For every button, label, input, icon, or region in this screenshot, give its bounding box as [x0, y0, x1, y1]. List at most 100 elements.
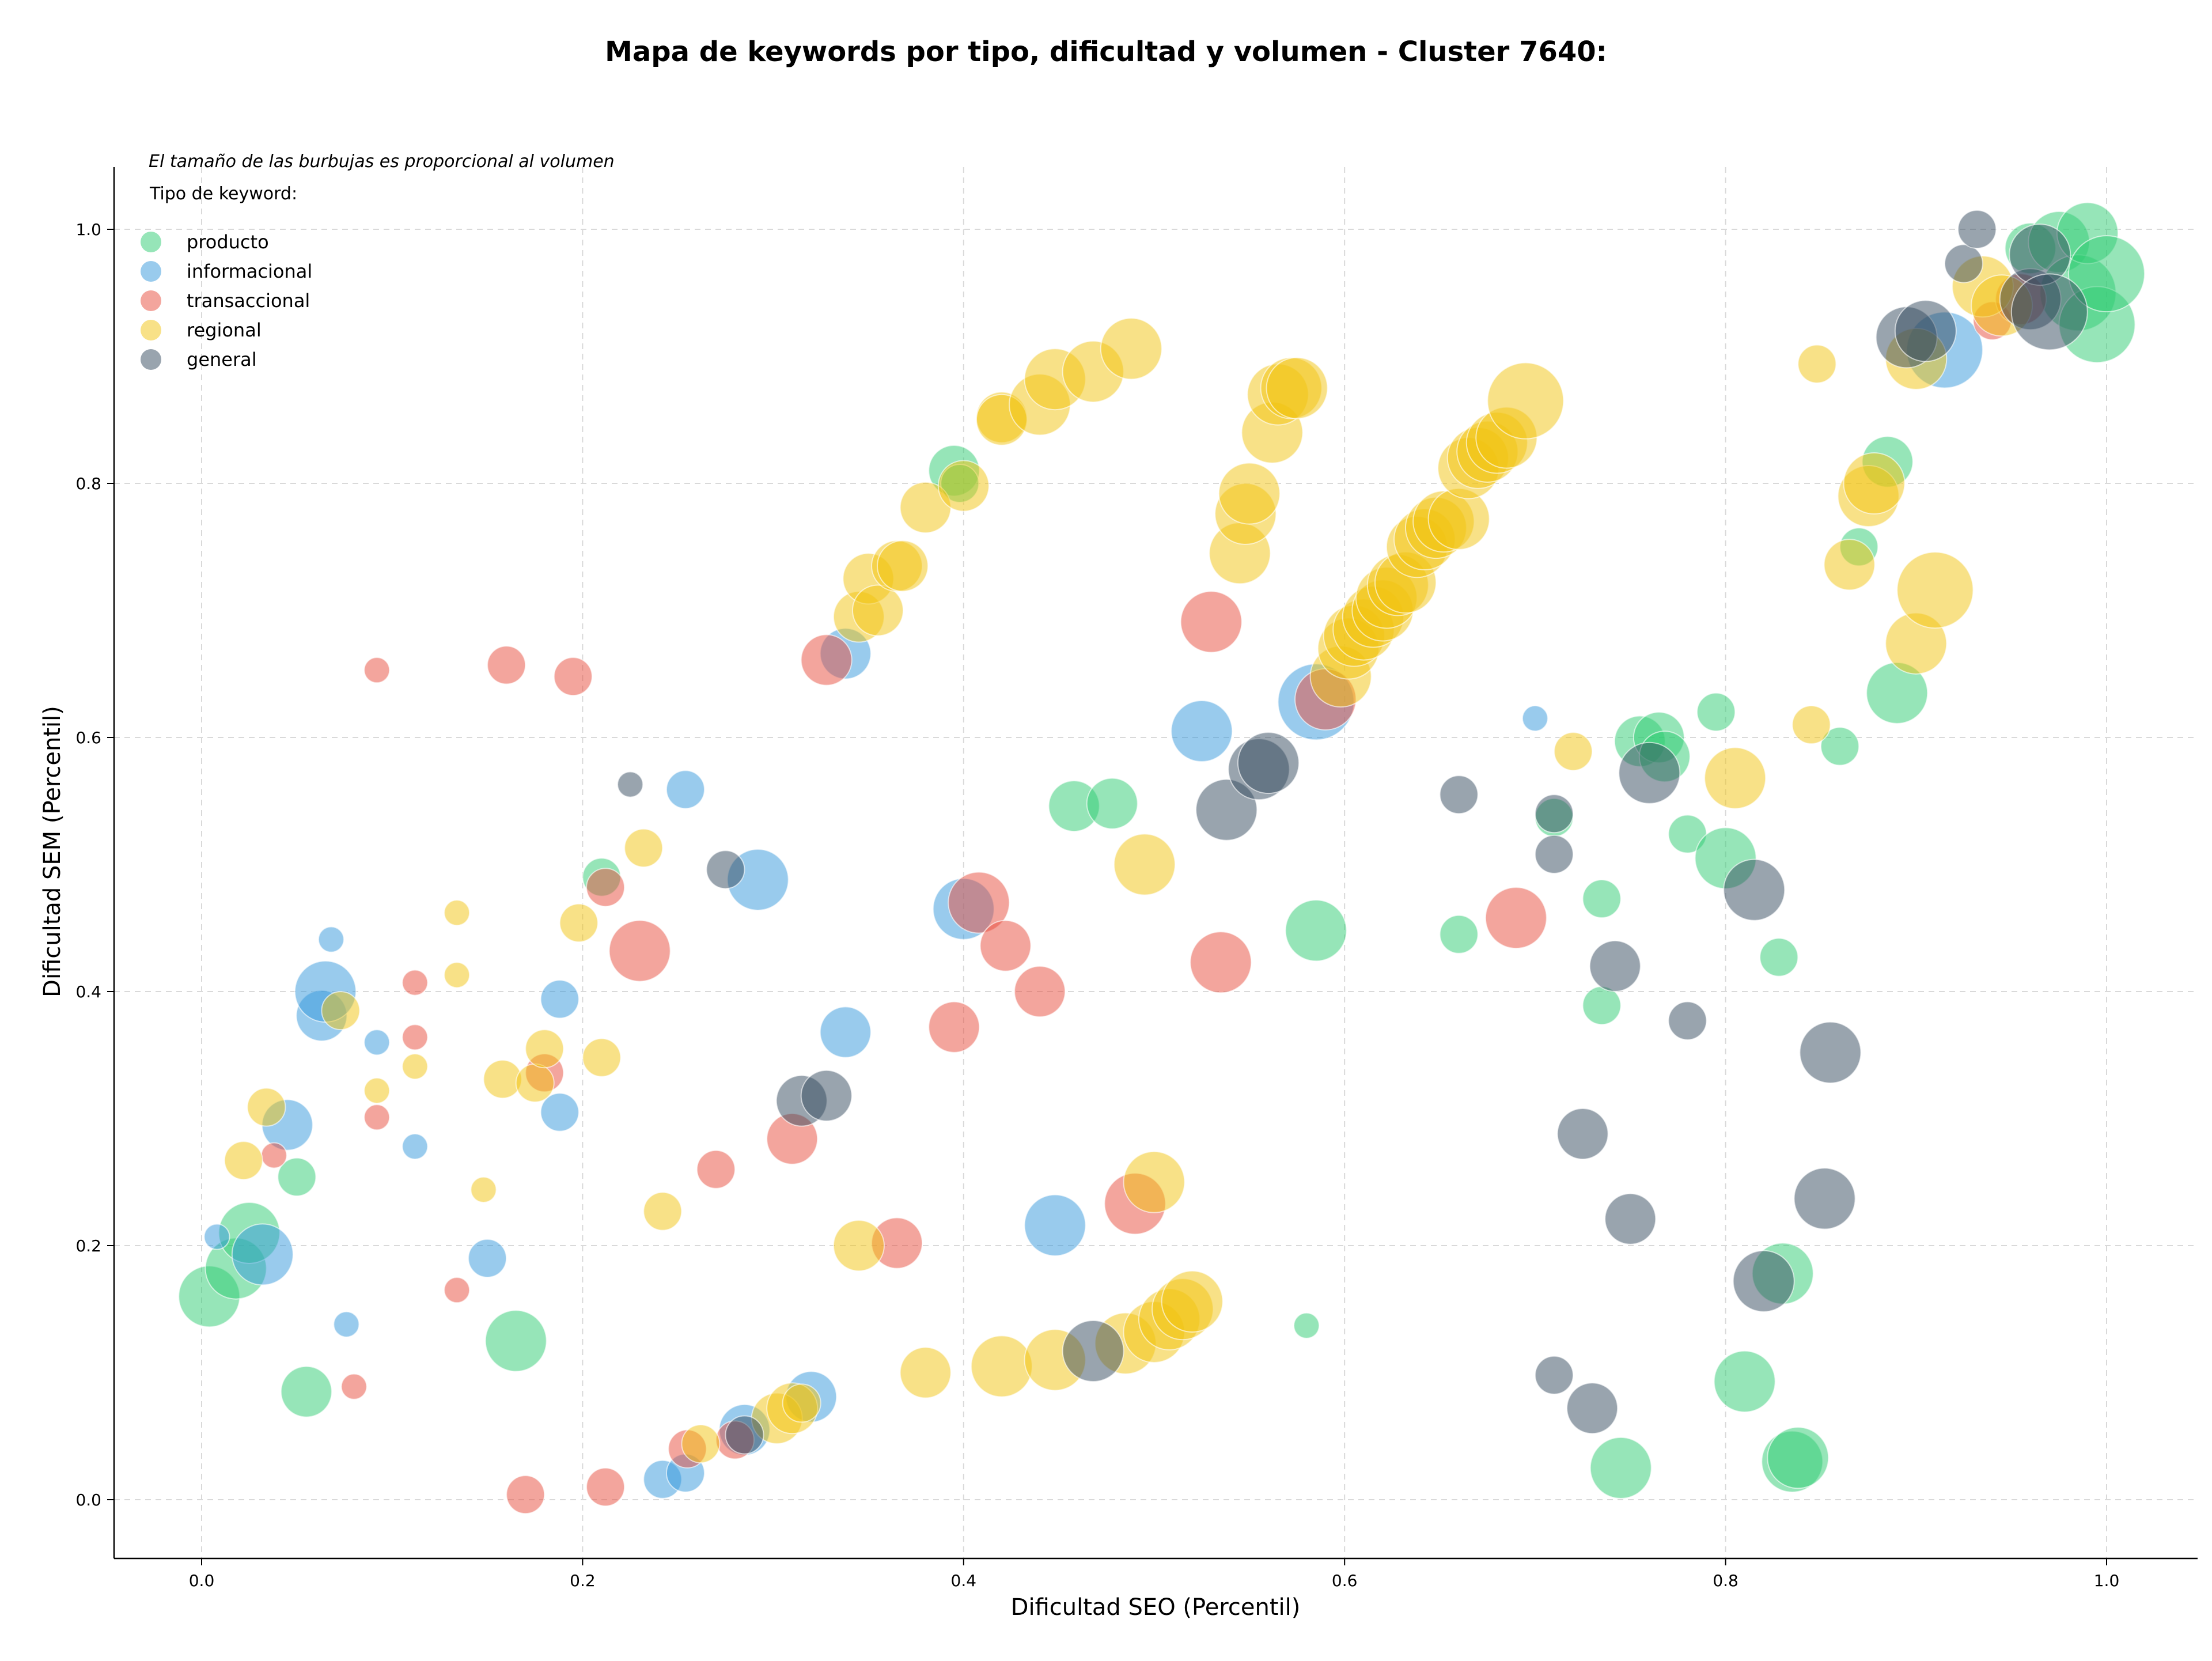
bubble-producto	[280, 1365, 332, 1418]
y-tick-label: 0.0	[75, 1490, 101, 1509]
bubble-general	[1439, 775, 1479, 815]
bubble-informacional	[317, 926, 344, 953]
legend-label-transaccional: transaccional	[187, 290, 310, 312]
bubbles	[178, 202, 2145, 1515]
x-tick-label: 0.0	[189, 1571, 215, 1590]
bubble-general	[1957, 210, 1997, 249]
bubble-producto	[484, 1310, 547, 1372]
bubble-transaccional	[1014, 966, 1066, 1017]
bubble-producto	[1767, 1427, 1830, 1489]
bubble-general	[1534, 794, 1574, 834]
bubble-regional	[681, 1424, 721, 1463]
bubble-transaccional	[800, 634, 853, 686]
bubble-informacional	[1521, 705, 1548, 732]
bubble-regional	[851, 584, 904, 637]
bubble-regional	[643, 1191, 683, 1231]
bubble-regional	[444, 962, 471, 989]
bubble-regional	[559, 903, 599, 943]
bubble-producto	[1759, 937, 1799, 977]
bubble-transaccional	[1190, 931, 1252, 994]
bubble-producto	[1582, 879, 1622, 919]
bubble-regional	[1843, 452, 1906, 514]
bubble-general	[1566, 1382, 1619, 1435]
bubble-producto	[1820, 727, 1860, 766]
bubble-regional	[1791, 705, 1831, 744]
bubble-transaccional	[553, 657, 593, 697]
bubble-transaccional	[340, 1373, 368, 1400]
bubble-general	[1723, 858, 1786, 921]
y-tick-label: 0.8	[75, 474, 101, 493]
bubble-general	[1894, 300, 1957, 362]
bubble-regional	[1823, 539, 1876, 591]
bubble-transaccional	[487, 645, 527, 685]
bubble-transaccional	[1180, 591, 1243, 653]
y-axis-label: Dificultad SEM (Percentil)	[39, 706, 66, 997]
bubble-regional	[247, 1087, 286, 1127]
bubble-regional	[1123, 1151, 1185, 1213]
legend-label-producto: producto	[187, 231, 269, 253]
bubble-regional	[832, 1220, 885, 1272]
bubble-general	[617, 771, 644, 798]
ticks: 0.0 0.0 0.2 0.2 0.4 0.4 0.6 0.6 0.8 0.8 1.0 1.0	[75, 220, 2119, 1590]
bubble-transaccional	[948, 871, 1010, 934]
bubble-general	[1793, 1167, 1856, 1230]
bubble-regional	[624, 828, 664, 868]
legend-label-general: general	[187, 349, 257, 370]
y-tick-label: 0.6	[75, 728, 101, 747]
bubble-regional	[363, 1077, 391, 1104]
bubble-transaccional	[363, 657, 391, 684]
chart-title: Mapa de keywords por tipo, dificultad y …	[605, 36, 1607, 68]
x-axis-label: Dificultad SEO (Percentil)	[1011, 1594, 1301, 1621]
bubble-informacional	[468, 1239, 507, 1278]
bubble-regional	[402, 1053, 429, 1080]
bubble-transaccional	[506, 1475, 546, 1515]
bubble-informacional	[363, 1029, 391, 1056]
x-tick-label: 0.8	[1713, 1571, 1738, 1590]
bubble-regional	[899, 1346, 952, 1399]
legend-marker-informacional	[141, 261, 161, 282]
bubble-informacional	[540, 1092, 579, 1132]
bubble-regional	[525, 1029, 565, 1069]
bubble-informacional	[203, 1223, 230, 1250]
bubble-general	[706, 850, 745, 890]
bubble-transaccional	[696, 1149, 736, 1189]
bubble-general	[725, 1415, 764, 1455]
bubble-general	[1062, 1320, 1124, 1383]
bubble-producto	[1439, 914, 1479, 954]
bubble-informacional	[540, 979, 579, 1019]
bubble-transaccional	[979, 920, 1032, 972]
bubble-regional	[1161, 1270, 1224, 1333]
bubble-informacional	[665, 770, 705, 809]
legend-label-regional: regional	[187, 319, 262, 341]
bubble-transaccional	[608, 920, 671, 982]
bubble-regional	[321, 991, 361, 1031]
bubble-general	[1618, 741, 1681, 804]
axes	[113, 167, 2198, 1560]
bubble-transaccional	[444, 1277, 471, 1304]
bubble-regional	[1554, 732, 1593, 771]
series-general	[617, 210, 2088, 1455]
bubble-producto	[277, 1157, 317, 1197]
bubble-general	[1799, 1021, 1862, 1084]
legend-marker-producto	[141, 232, 161, 252]
legend-marker-regional	[141, 320, 161, 340]
bubble-informacional	[333, 1311, 360, 1338]
bubble-regional	[1100, 317, 1162, 380]
bubble-general	[1589, 940, 1641, 992]
bubble-regional	[876, 540, 929, 592]
x-tick-label: 0.4	[951, 1571, 977, 1590]
bubble-informacional	[1171, 699, 1233, 762]
bubble-producto	[1713, 1350, 1776, 1413]
bubble-transaccional	[586, 1467, 626, 1507]
x-tick-label: 1.0	[2094, 1571, 2120, 1590]
series-regional	[224, 255, 2033, 1463]
bubble-general	[1237, 732, 1300, 794]
bubble-transaccional	[363, 1104, 391, 1131]
bubble-producto	[2068, 235, 2145, 313]
bubble-producto	[1696, 692, 1736, 732]
bubble-producto	[1086, 777, 1138, 830]
bubble-regional	[515, 1063, 555, 1103]
legend-marker-general	[141, 349, 161, 370]
bubble-general	[1604, 1193, 1657, 1245]
